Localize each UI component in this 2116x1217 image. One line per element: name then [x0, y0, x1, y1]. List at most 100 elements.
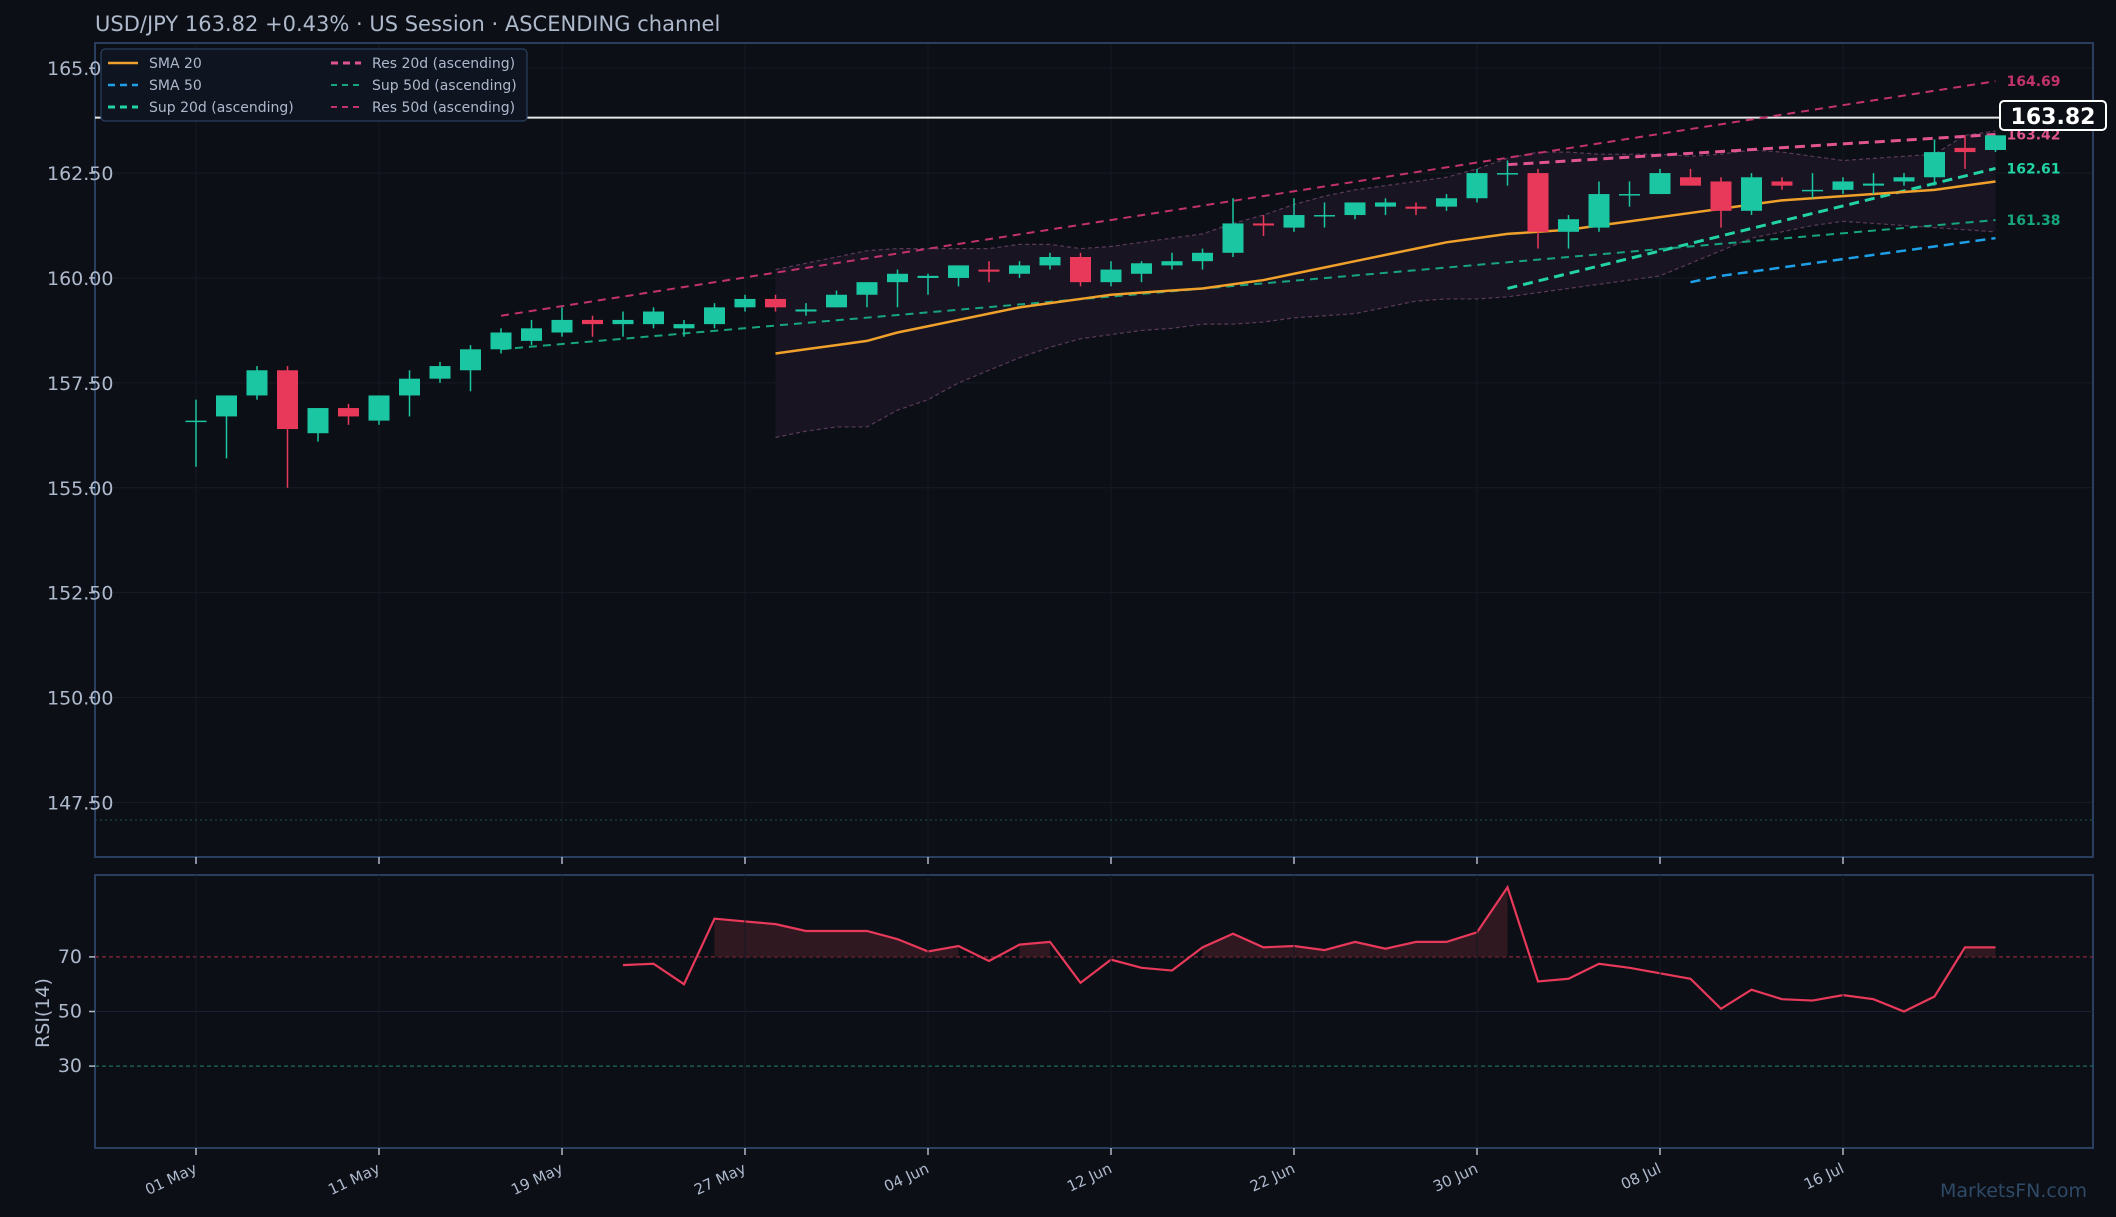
trendline-end-label: 164.69 — [2007, 74, 2061, 90]
candle-body — [856, 282, 878, 295]
candle-body — [887, 273, 908, 283]
candle-body — [1863, 183, 1884, 186]
trendline — [500, 219, 1996, 351]
candle-body — [1832, 181, 1854, 190]
candle-body — [1253, 223, 1274, 226]
candle-body — [1985, 135, 2006, 150]
legend-label: SMA 20 — [149, 56, 202, 72]
candle-body — [551, 319, 573, 333]
rsi-axis-label: RSI(14) — [32, 978, 54, 1048]
candle-body — [1893, 177, 1915, 182]
rsi-overbought-fill — [1965, 947, 1996, 957]
candle-body — [1588, 194, 1610, 228]
price-axis: 147.50 150.00 152.50 155.00 157.50 160.00 162.… — [47, 58, 113, 814]
legend-label: Res 20d (ascending) — [372, 56, 515, 72]
candle-body — [185, 420, 207, 423]
candle-body — [1436, 198, 1457, 207]
trendline-end-label: 161.38 — [2007, 213, 2061, 229]
candle-body — [1131, 263, 1152, 274]
trendline — [500, 80, 1996, 317]
candle-body — [1741, 177, 1762, 211]
candle-body — [1802, 189, 1823, 192]
candle-body — [1100, 269, 1122, 283]
y-tick-label: 155.00 — [47, 478, 113, 500]
candlesticks — [185, 135, 2006, 488]
legend-label: SMA 50 — [149, 78, 202, 94]
channel-band-lower — [775, 220, 1996, 439]
candle-body — [1466, 173, 1488, 199]
trendline-end-label: 162.61 — [2007, 161, 2061, 177]
y-tick-label: 157.50 — [47, 373, 113, 395]
rsi-plot: 30 50 70 — [58, 884, 2093, 1077]
candle-body — [1771, 181, 1793, 186]
candle-body — [368, 395, 390, 421]
candle-body — [704, 307, 725, 325]
candle-body — [612, 319, 634, 325]
candle-body — [673, 324, 695, 329]
candle-body — [795, 309, 817, 312]
price-badge: 163.82 — [1999, 100, 2107, 131]
candle-body — [1222, 223, 1244, 253]
candle-body — [246, 370, 268, 396]
candle-body — [1039, 256, 1061, 266]
candle-body — [1527, 173, 1549, 232]
candle-body — [216, 395, 237, 417]
rsi-tick-label: 50 — [58, 1001, 82, 1023]
price-badge-box — [1999, 100, 2107, 131]
candle-body — [1680, 177, 1701, 186]
candle-body — [826, 294, 847, 308]
level-labels: 163.42 162.61 164.69 161.38 — [2007, 74, 2061, 229]
rsi-overbought-fill — [714, 918, 959, 957]
candle-body — [1344, 202, 1366, 216]
channel-band-upper — [775, 130, 1996, 271]
candle-body — [277, 370, 298, 430]
candle-body — [582, 319, 603, 325]
candle-body — [948, 265, 969, 278]
chart-title: USD/JPY 163.82 +0.43% · US Session · ASC… — [95, 12, 720, 36]
candle-body — [1375, 202, 1396, 207]
candle-body — [734, 298, 756, 308]
rsi-line — [622, 884, 1996, 1013]
rsi-tick-label: 30 — [58, 1055, 82, 1077]
trendline — [1507, 132, 1996, 167]
candle-body — [307, 408, 329, 434]
legend: SMA 20 SMA 50 Sup 20d (ascending) Res 20d (… — [100, 48, 528, 122]
candle-body — [399, 378, 420, 396]
candle-body — [1619, 194, 1640, 196]
candle-body — [1924, 152, 1945, 178]
candle-body — [1649, 173, 1671, 195]
rsi-tick-label: 70 — [58, 946, 82, 968]
y-tick-label: 162.50 — [47, 163, 113, 185]
candle-body — [1070, 256, 1091, 283]
y-tick-label: 165.00 — [47, 58, 113, 80]
y-tick-label: 160.00 — [47, 268, 113, 290]
rsi-overbought-fill — [1019, 941, 1050, 957]
candle-body — [765, 298, 786, 308]
candle-body — [1405, 206, 1427, 209]
legend-box — [100, 48, 528, 122]
y-tick-label: 147.50 — [47, 792, 113, 814]
candle-body — [490, 332, 512, 350]
candle-body — [460, 349, 481, 371]
candle-body — [429, 366, 451, 379]
candle-body — [1710, 181, 1732, 211]
candle-body — [521, 328, 542, 341]
candle-body — [1954, 147, 1976, 153]
trendline — [1507, 167, 1996, 290]
sma20-line — [775, 180, 1996, 355]
legend-label: Sup 20d (ascending) — [149, 100, 294, 116]
channel-band — [775, 130, 1996, 439]
candle-body — [1161, 261, 1183, 266]
sma50-line — [1690, 236, 1996, 284]
candle-body — [1497, 173, 1518, 175]
y-tick-label: 150.00 — [47, 688, 113, 710]
price-badge-text: 163.82 — [2011, 105, 2096, 130]
candle-body — [1192, 252, 1213, 262]
channel-band-fill — [775, 131, 1996, 438]
candle-body — [1314, 215, 1335, 217]
y-tick-label: 152.50 — [47, 583, 113, 605]
candle-body — [1009, 265, 1030, 274]
candle-body — [1558, 219, 1579, 232]
legend-label: Res 50d (ascending) — [372, 100, 515, 116]
